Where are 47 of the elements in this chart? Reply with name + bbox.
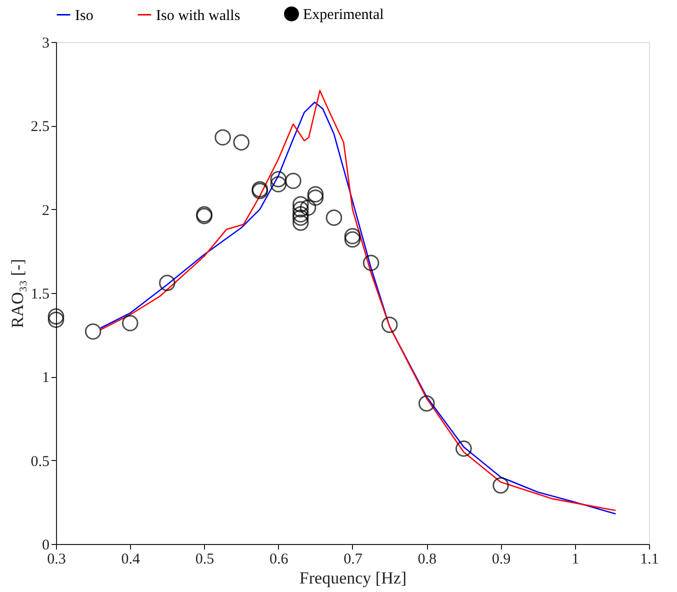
- point: [122, 314, 138, 332]
- point: [292, 201, 309, 218]
- legend-label: Iso with walls: [156, 8, 240, 24]
- point: [84, 323, 102, 340]
- point: [292, 196, 309, 212]
- point: [233, 134, 250, 151]
- point: [270, 176, 287, 192]
- x-tick-label: 0.7: [344, 552, 363, 568]
- x-tick-label: 0.4: [121, 552, 140, 568]
- point: [292, 206, 309, 223]
- point: [48, 308, 64, 325]
- y-tick-label: 1.5: [30, 286, 50, 302]
- point: [159, 274, 176, 292]
- point: [214, 129, 231, 146]
- point: [418, 395, 435, 412]
- point: [292, 210, 309, 226]
- point: [326, 210, 342, 226]
- point: [300, 200, 316, 216]
- point: [307, 186, 324, 202]
- y-tick-label: 0.5: [30, 454, 50, 470]
- point: [381, 316, 398, 333]
- point: [307, 189, 324, 206]
- point: [270, 171, 287, 188]
- y-tick-label: 1: [42, 370, 50, 386]
- x-tick-label: 0.3: [47, 552, 66, 568]
- y-axis-title: RAO₃₃ [-]: [8, 259, 27, 328]
- point: [492, 477, 509, 494]
- legend-label: Experimental: [303, 6, 384, 23]
- point: [344, 231, 361, 248]
- x-tick-label: 0.6: [270, 552, 289, 568]
- point: [292, 214, 309, 231]
- x-tick-label: 0.8: [418, 552, 436, 568]
- y-tick-label: 3: [42, 36, 50, 52]
- y-tick-label: 0: [42, 538, 50, 554]
- x-tick-label: 1.1: [640, 552, 659, 568]
- x-tick-label: 0.5: [195, 552, 214, 568]
- x-axis-title: Frequency [Hz]: [299, 568, 407, 588]
- point: [285, 172, 302, 190]
- point: [48, 312, 64, 328]
- x-tick-label: 1: [572, 552, 580, 568]
- x-tick-label: 0.9: [492, 552, 511, 568]
- legend-label: Iso: [75, 8, 94, 24]
- point: [344, 228, 361, 244]
- y-tick-label: 2.5: [30, 119, 50, 136]
- point: [456, 440, 472, 457]
- y-tick-label: 2: [42, 202, 50, 219]
- point: [362, 254, 380, 272]
